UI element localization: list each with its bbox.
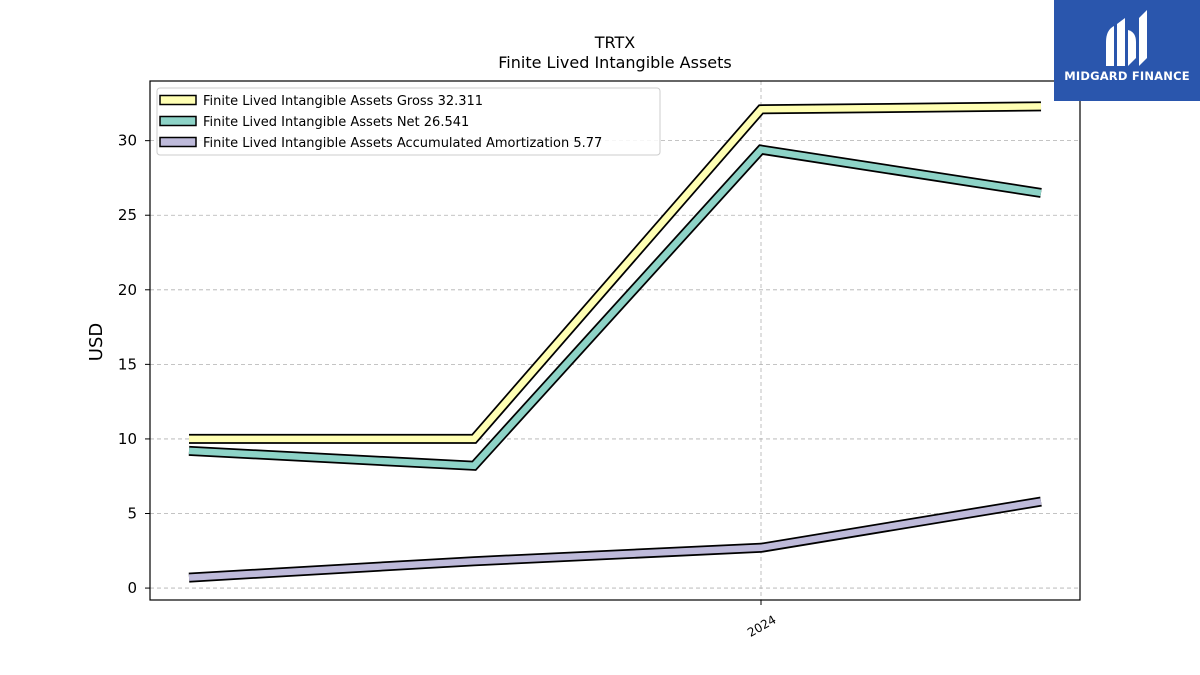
chart-title: TRTX — [594, 33, 636, 52]
y-tick-label: 15 — [118, 355, 137, 373]
legend-swatch — [159, 115, 197, 127]
legend-box — [156, 87, 661, 156]
y-tick-label: 5 — [127, 505, 137, 523]
brand-badge: MIDGARD FINANCE — [1054, 0, 1200, 101]
legend-entry: Finite Lived Intangible Assets Gross 32.… — [203, 94, 483, 109]
legend-entry: Finite Lived Intangible Assets Accumulat… — [203, 136, 602, 151]
y-tick-label: 0 — [127, 579, 137, 597]
series-line — [188, 146, 1042, 470]
series-line — [189, 103, 1042, 443]
x-axis-ticks: 2024 — [745, 600, 779, 640]
chart-subtitle: Finite Lived Intangible Assets — [498, 53, 731, 72]
y-axis-label: USD — [86, 323, 107, 361]
legend-swatch — [159, 136, 197, 148]
y-tick-label: 30 — [118, 132, 137, 150]
brand-name: MIDGARD FINANCE — [1064, 69, 1190, 83]
y-tick-label: 10 — [118, 430, 137, 448]
legend-entry: Finite Lived Intangible Assets Net 26.54… — [203, 115, 469, 130]
midgard-logo-icon — [1106, 10, 1147, 66]
y-tick-label: 25 — [118, 206, 137, 224]
series-line — [188, 498, 1042, 581]
y-tick-label: 20 — [118, 281, 137, 299]
x-tick-label: 2024 — [745, 612, 778, 639]
y-axis-ticks: 0 5 10 15 20 25 30 — [118, 132, 150, 597]
legend: Finite Lived Intangible Assets Gross 32.… — [156, 87, 661, 156]
series-line-outline — [188, 496, 1042, 583]
plot-frame — [149, 80, 1081, 601]
series-lines — [188, 101, 1042, 583]
legend-swatch — [159, 94, 197, 106]
